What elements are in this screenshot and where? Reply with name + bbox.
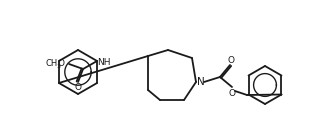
Text: NH: NH <box>97 58 110 67</box>
Text: O: O <box>74 84 81 92</box>
Text: O: O <box>228 55 235 64</box>
Text: O: O <box>58 59 65 69</box>
Text: N: N <box>197 77 205 87</box>
Text: CH: CH <box>46 59 58 68</box>
Text: O: O <box>229 89 236 98</box>
Text: 3: 3 <box>56 64 60 70</box>
